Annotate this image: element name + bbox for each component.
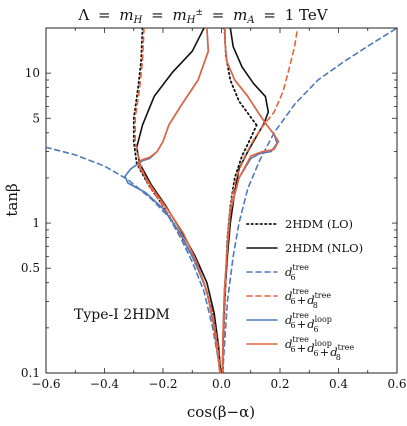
x-tick-label: 0.4 (329, 377, 348, 391)
series-line-0-1 (222, 124, 258, 373)
x-tick-label: −0.4 (90, 377, 120, 391)
y-tick-label: 5 (32, 111, 40, 125)
y-tick-label: 1 (32, 216, 40, 230)
axis-ticks (45, 27, 398, 374)
x-tick-label: 0.2 (270, 377, 289, 391)
x-tick-label: −0.6 (31, 377, 60, 391)
type-annotation: Type-I 2HDM (74, 307, 170, 323)
series-line-5-1 (137, 28, 221, 373)
y-axis-title: tanβ (3, 183, 21, 216)
legend-label-4: dtree 6+dloop 6 (285, 311, 332, 334)
legend-label-1: 2HDM (NLO) (285, 241, 363, 255)
series-line-1-0 (135, 28, 222, 373)
x-tick-label: 0.6 (387, 377, 406, 391)
series-line-5-0 (221, 28, 280, 373)
x-tick-label: 0.0 (212, 377, 231, 391)
chart-title: Λ = mH = mH± = mA = 1 TeV (77, 1, 328, 27)
x-tick-label: −0.2 (148, 377, 177, 391)
y-tick-labels: 0.1 0.5 1 5 10 (21, 66, 40, 380)
y-tick-label: 0.5 (21, 261, 40, 275)
y-tick-label: 0.1 (21, 366, 40, 380)
legend-label-0: 2HDM (LO) (285, 217, 353, 231)
series-line-3-0 (134, 28, 222, 373)
y-tick-label: 10 (25, 66, 40, 80)
series-line-0-2 (223, 28, 258, 126)
legend-label-2: dtree 6 (285, 263, 309, 282)
series-line-2-0 (46, 146, 222, 373)
x-axis-title: cos(β−α) (187, 403, 255, 421)
legend-label-3: dtree 6+dtree 8 (285, 287, 331, 310)
x-tick-labels: −0.6 −0.4 −0.2 0.0 0.2 0.4 0.6 (31, 377, 406, 391)
series-curves (46, 28, 397, 373)
legend-label-5: dtree 6+dloop 6+dtree 8 (285, 335, 354, 362)
series-line-2-1 (221, 28, 397, 373)
